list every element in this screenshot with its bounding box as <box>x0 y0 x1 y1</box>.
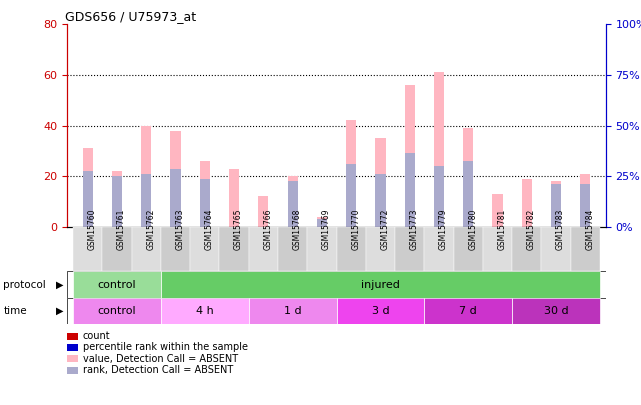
Text: 4 h: 4 h <box>196 306 213 316</box>
Text: GSM15781: GSM15781 <box>497 209 506 249</box>
Text: GSM15784: GSM15784 <box>585 208 594 250</box>
Text: ▶: ▶ <box>56 279 63 290</box>
Bar <box>141 126 151 227</box>
Bar <box>424 227 454 271</box>
Bar <box>375 138 385 227</box>
Text: GSM15768: GSM15768 <box>293 208 302 250</box>
Text: 7 d: 7 d <box>460 306 477 316</box>
Text: GDS656 / U75973_at: GDS656 / U75973_at <box>65 10 196 23</box>
Bar <box>542 227 570 271</box>
Bar <box>346 121 356 227</box>
Text: GSM15773: GSM15773 <box>410 208 419 250</box>
Text: GSM15760: GSM15760 <box>88 208 97 250</box>
Text: GSM15770: GSM15770 <box>351 208 360 250</box>
Bar <box>522 179 532 227</box>
Text: GSM15780: GSM15780 <box>468 208 477 250</box>
Bar <box>200 161 210 227</box>
Bar <box>307 227 337 271</box>
Bar <box>83 148 93 227</box>
Bar <box>200 179 210 227</box>
Bar <box>317 217 327 227</box>
Text: value, Detection Call = ABSENT: value, Detection Call = ABSENT <box>83 354 238 364</box>
Bar <box>171 168 181 227</box>
Text: GSM15772: GSM15772 <box>380 208 390 250</box>
Bar <box>112 171 122 227</box>
Text: GSM15783: GSM15783 <box>556 208 565 250</box>
Text: GSM15779: GSM15779 <box>439 208 448 250</box>
Bar <box>404 85 415 227</box>
Bar <box>346 164 356 227</box>
Text: 1 d: 1 d <box>284 306 301 316</box>
Text: GSM15782: GSM15782 <box>527 209 536 249</box>
Bar <box>288 176 298 227</box>
Bar <box>141 174 151 227</box>
Bar <box>551 184 561 227</box>
Text: count: count <box>83 331 110 341</box>
Bar <box>278 227 307 271</box>
Bar <box>580 184 590 227</box>
Text: GSM15766: GSM15766 <box>263 208 272 250</box>
Bar <box>434 72 444 227</box>
Text: control: control <box>97 306 137 316</box>
Bar <box>570 227 600 271</box>
Bar <box>337 298 424 324</box>
Bar <box>190 227 219 271</box>
Bar <box>512 298 600 324</box>
Bar <box>161 271 600 298</box>
Bar <box>161 227 190 271</box>
Text: injured: injured <box>361 279 400 290</box>
Bar <box>249 298 337 324</box>
Text: GSM15762: GSM15762 <box>146 208 155 250</box>
Bar <box>337 227 366 271</box>
Bar <box>395 227 424 271</box>
Bar <box>249 227 278 271</box>
Bar <box>404 153 415 227</box>
Bar <box>131 227 161 271</box>
Text: GSM15761: GSM15761 <box>117 208 126 250</box>
Bar <box>424 298 512 324</box>
Bar <box>463 161 473 227</box>
Text: GSM15764: GSM15764 <box>205 208 214 250</box>
Text: GSM15763: GSM15763 <box>176 208 185 250</box>
Bar <box>112 176 122 227</box>
Bar <box>512 227 542 271</box>
Text: percentile rank within the sample: percentile rank within the sample <box>83 343 247 352</box>
Bar <box>258 196 269 227</box>
Text: time: time <box>3 306 27 316</box>
Bar <box>288 181 298 227</box>
Bar <box>434 166 444 227</box>
Bar <box>366 227 395 271</box>
Bar <box>551 181 561 227</box>
Bar <box>83 171 93 227</box>
Text: ▶: ▶ <box>56 306 63 316</box>
Bar <box>73 271 161 298</box>
Text: 3 d: 3 d <box>372 306 389 316</box>
Bar <box>375 174 385 227</box>
Bar <box>103 227 131 271</box>
Bar <box>229 168 239 227</box>
Bar <box>483 227 512 271</box>
Bar <box>171 130 181 227</box>
Bar <box>73 227 103 271</box>
Bar <box>463 128 473 227</box>
Bar <box>580 174 590 227</box>
Text: GSM15769: GSM15769 <box>322 208 331 250</box>
Text: rank, Detection Call = ABSENT: rank, Detection Call = ABSENT <box>83 365 233 375</box>
Bar <box>454 227 483 271</box>
Bar <box>73 298 161 324</box>
Text: control: control <box>97 279 137 290</box>
Bar <box>219 227 249 271</box>
Bar <box>492 194 503 227</box>
Bar <box>317 219 327 227</box>
Text: 30 d: 30 d <box>544 306 569 316</box>
Bar <box>161 298 249 324</box>
Text: GSM15765: GSM15765 <box>234 208 243 250</box>
Text: protocol: protocol <box>3 279 46 290</box>
